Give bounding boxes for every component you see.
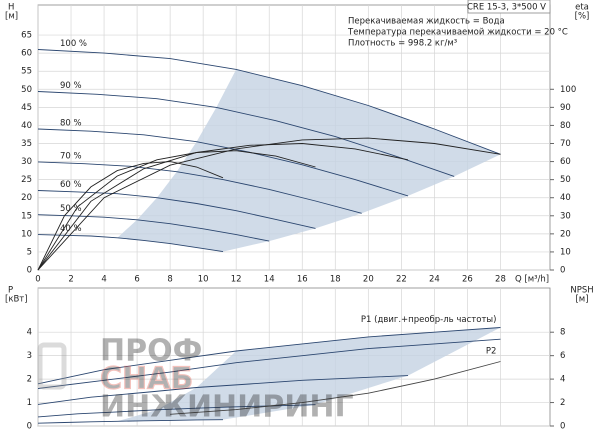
secondary-curve [170, 361, 501, 415]
y-tick-label: 5 [27, 247, 32, 257]
curve-label: 70 % [60, 151, 82, 161]
y2-tick-label: 20 [560, 229, 571, 239]
x-tick-label: 16 [297, 275, 308, 285]
y2-tick-label: 50 [560, 175, 571, 185]
y-axis-label: P [8, 286, 13, 296]
curve [37, 128, 409, 197]
y2-tick-label: 40 [560, 193, 571, 203]
y2-axis-label: eta [575, 3, 589, 13]
operating-region [117, 327, 501, 422]
y-tick-label: 2 [27, 375, 32, 385]
x-tick-label: 28 [495, 275, 506, 285]
y2-tick-label: 90 [560, 103, 571, 113]
y-tick-label: 65 [21, 31, 32, 41]
y2-tick-label: 60 [560, 157, 571, 167]
curve [37, 214, 270, 242]
curve [37, 327, 501, 385]
curve [37, 375, 409, 405]
y2-tick-label: 80 [560, 121, 571, 131]
x-axis-label: Q [м³/h] [515, 275, 549, 285]
y-tick-label: 60 [21, 49, 32, 59]
y2-tick-label: 6 [560, 351, 565, 361]
y-tick-label: 40 [21, 121, 32, 131]
y2-tick-label: 100 [560, 85, 576, 95]
y2-tick-label: 70 [560, 139, 571, 149]
secondary-curve [37, 161, 224, 271]
x-tick-label: 2 [68, 275, 73, 285]
secondary-curve [37, 143, 409, 271]
y2-tick-label: 0 [560, 266, 565, 276]
x-tick-label: 20 [363, 275, 374, 285]
curve [37, 419, 224, 424]
y2-tick-label: 8 [560, 328, 565, 338]
watermark-line: ПРОФ [100, 334, 202, 369]
annotation: Плотность = 998.2 кг/м³ [348, 39, 457, 49]
y-tick-label: 4 [27, 328, 32, 338]
curve-label: P2 [486, 347, 497, 357]
x-tick-label: 18 [330, 275, 341, 285]
y2-axis-label: NPSH [570, 286, 593, 296]
y-tick-label: 45 [21, 103, 32, 113]
y-tick-label: 20 [21, 193, 32, 203]
y2-tick-label: 30 [560, 211, 571, 221]
curve-label: 100 % [60, 39, 87, 49]
watermark-line: ИНЖИНИРИНГ [100, 390, 354, 425]
curve [37, 234, 224, 253]
x-tick-label: 26 [462, 275, 473, 285]
watermark: ПРОФ СНАБ ИНЖИНИРИНГ [37, 334, 354, 425]
y-axis-label: H [8, 3, 14, 13]
y-tick-label: 3 [27, 351, 32, 361]
title-box [467, 0, 551, 14]
watermark-line: СНАБ [100, 362, 193, 397]
y2-axis-unit: [%] [575, 12, 590, 22]
x-tick-label: 14 [264, 275, 275, 285]
y-axis-unit: [кВт] [5, 295, 28, 305]
y-tick-label: 35 [21, 139, 32, 149]
operating-region [117, 69, 501, 252]
curve [37, 161, 362, 214]
y-tick-label: 15 [21, 211, 32, 221]
x-tick-label: 12 [231, 275, 242, 285]
annotation: Температура перекачиваемой жидкости = 20… [347, 28, 568, 38]
curve-label: 90 % [60, 81, 82, 91]
y2-tick-label: 2 [560, 398, 565, 408]
y-axis-unit: [м] [5, 12, 18, 22]
curve [37, 338, 501, 389]
x-tick-label: 22 [396, 275, 407, 285]
y-tick-label: 25 [21, 175, 32, 185]
curve-label: 40 % [60, 224, 82, 234]
x-tick-label: 8 [167, 275, 172, 285]
y-tick-label: 1 [27, 398, 32, 408]
y2-axis-unit: [м] [575, 295, 588, 305]
y-tick-label: 55 [21, 67, 32, 77]
y2-tick-label: 10 [560, 247, 571, 257]
chart-title: CRE 15-3, 3*500 V [467, 3, 546, 13]
curve-label: 60 % [60, 180, 82, 190]
logo-shape [37, 342, 67, 390]
x-tick-label: 24 [429, 275, 440, 285]
x-tick-label: 10 [198, 275, 209, 285]
y2-tick-label: 4 [560, 375, 565, 385]
curve [37, 49, 501, 155]
annotation: Перекачиваемая жидкость = Вода [348, 17, 505, 27]
y-tick-label: 10 [21, 229, 32, 239]
y-tick-label: 30 [21, 157, 32, 167]
x-tick-label: 0 [35, 275, 40, 285]
x-tick-label: 4 [101, 275, 106, 285]
charts: 0 2 4 6 8 10 12 14 16 18 20 22 24 26 28051015202530354… [5, 0, 594, 432]
curve [37, 190, 316, 229]
y-tick-label: 50 [21, 85, 32, 95]
secondary-curve [37, 150, 316, 271]
curve-label: P1 (двиг.+преобр-ль частоты) [361, 315, 497, 325]
y2-tick-label: 0 [560, 422, 565, 432]
curve-label: 80 % [60, 119, 82, 129]
y-tick-label: 0 [27, 422, 32, 432]
curve [37, 91, 455, 177]
y-tick-label: 0 [27, 266, 32, 276]
x-tick-label: 6 [134, 275, 139, 285]
